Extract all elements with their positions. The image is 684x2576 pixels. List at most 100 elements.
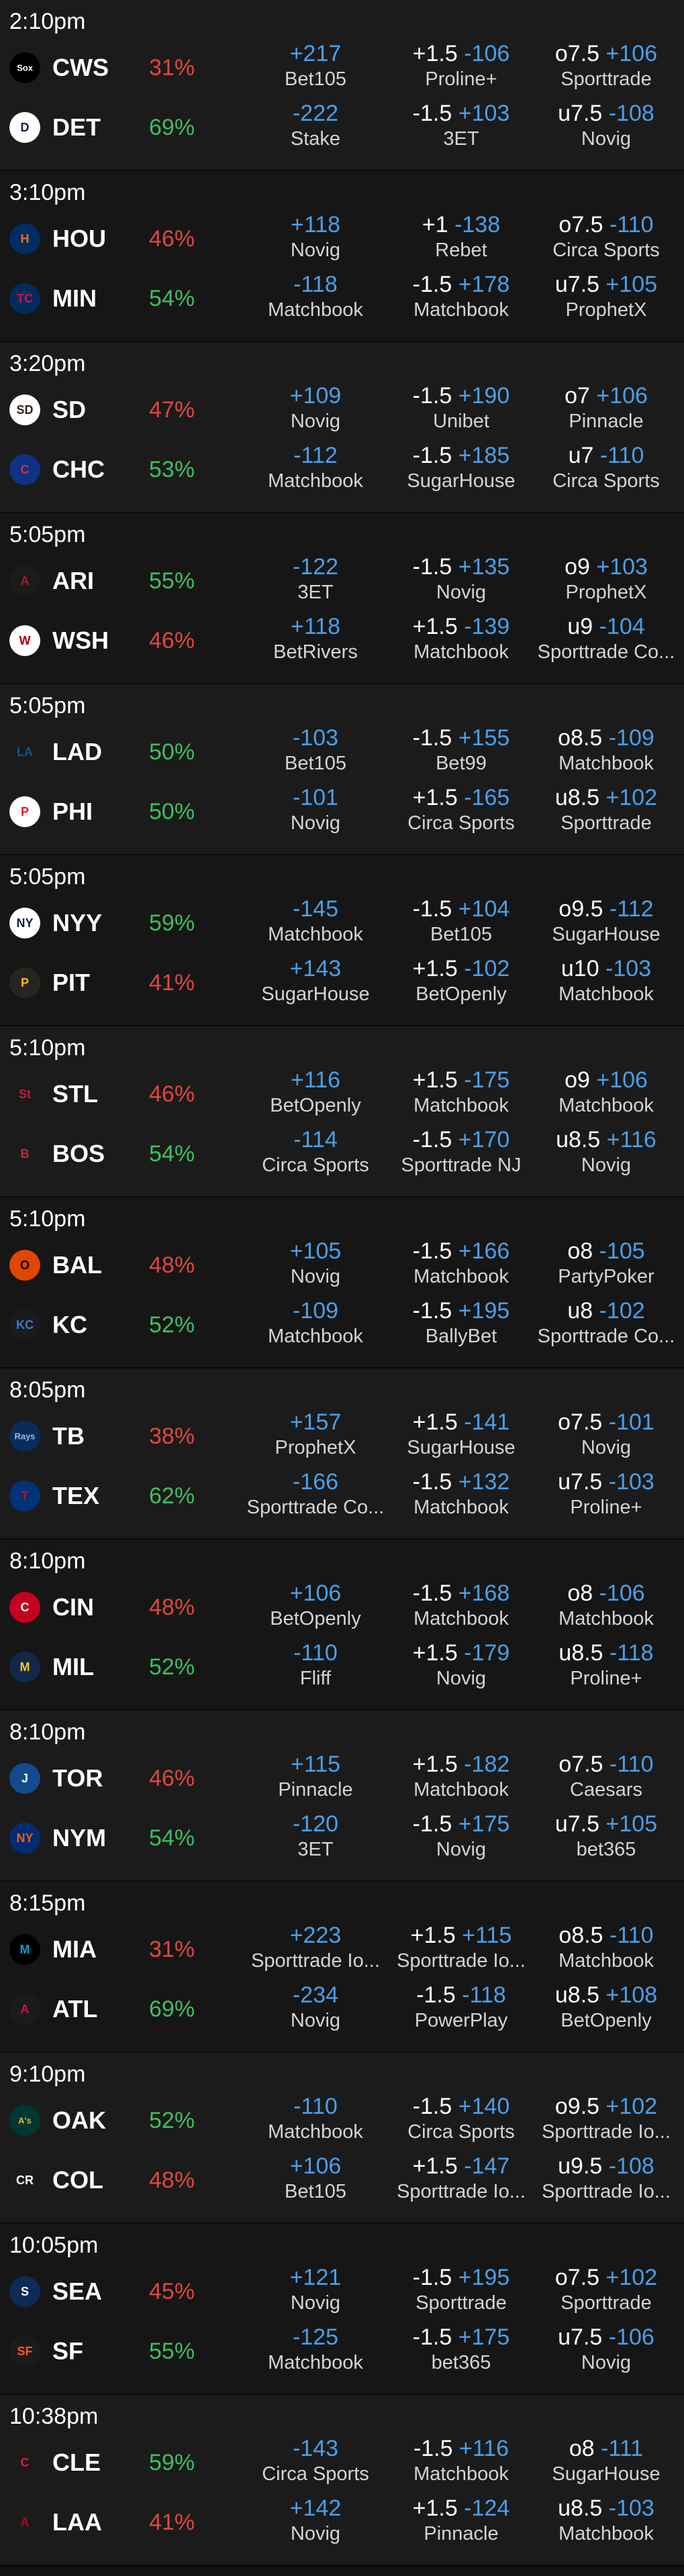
team-abbreviation[interactable]: BAL: [52, 1251, 102, 1279]
moneyline-odds-button[interactable]: +106 BetOpenly: [243, 1580, 388, 1633]
team-abbreviation[interactable]: SEA: [52, 2277, 103, 2305]
team-row[interactable]: TC MIN 54% -118 Matchbook -1.5 +178 Matc…: [0, 268, 684, 327]
game-card[interactable]: 9:10pm A's OAK 52% -110 Matchbook -1.5 +…: [0, 2053, 684, 2224]
team-abbreviation[interactable]: NYM: [52, 1824, 106, 1851]
total-odds-button[interactable]: o9.5 +102 Sporttrade Io...: [532, 2093, 681, 2147]
moneyline-odds-button[interactable]: +106 Bet105: [243, 2153, 388, 2206]
team-row[interactable]: CR COL 48% +106 Bet105 +1.5 -147 Sporttr…: [0, 2150, 684, 2209]
total-odds-button[interactable]: u8.5 +116 Novig: [532, 1126, 681, 1180]
spread-odds-button[interactable]: +1.5 -165 Circa Sports: [391, 784, 532, 838]
total-odds-button[interactable]: u8.5 -103 Matchbook: [532, 2495, 681, 2548]
total-odds-button[interactable]: u7 -110 Circa Sports: [532, 442, 681, 496]
game-card[interactable]: 3:10pm H HOU 46% +118 Novig +1 -138 Rebe…: [0, 171, 684, 342]
game-card[interactable]: 8:10pm J TOR 46% +115 Pinnacle +1.5 -182…: [0, 1711, 684, 1882]
moneyline-odds-button[interactable]: -110 Fliff: [243, 1640, 388, 1693]
team-abbreviation[interactable]: CWS: [52, 54, 109, 81]
moneyline-odds-button[interactable]: -143 Circa Sports: [243, 2435, 388, 2489]
total-odds-button[interactable]: o8.5 -110 Matchbook: [532, 1922, 681, 1976]
spread-odds-button[interactable]: -1.5 +135 Novig: [391, 553, 532, 607]
total-odds-button[interactable]: o8.5 -109 Matchbook: [532, 724, 681, 778]
team-row[interactable]: C CIN 48% +106 BetOpenly -1.5 +168 Match…: [0, 1577, 684, 1636]
team-row[interactable]: M MIA 31% +223 Sporttrade Io... +1.5 +11…: [0, 1919, 684, 1978]
team-row[interactable]: Sox CWS 31% +217 Bet105 +1.5 -106 Prolin…: [0, 38, 684, 97]
team-row[interactable]: B BOS 54% -114 Circa Sports -1.5 +170 Sp…: [0, 1124, 684, 1183]
moneyline-odds-button[interactable]: +223 Sporttrade Io...: [243, 1922, 388, 1976]
spread-odds-button[interactable]: +1.5 -124 Pinnacle: [391, 2495, 532, 2548]
spread-odds-button[interactable]: +1.5 -182 Matchbook: [391, 1751, 532, 1805]
moneyline-odds-button[interactable]: +217 Bet105: [243, 40, 388, 94]
spread-odds-button[interactable]: +1.5 -147 Sporttrade Io...: [391, 2153, 532, 2206]
team-abbreviation[interactable]: WSH: [52, 627, 109, 654]
total-odds-button[interactable]: u7.5 -106 Novig: [532, 2324, 681, 2377]
team-abbreviation[interactable]: PIT: [52, 969, 91, 996]
spread-odds-button[interactable]: -1.5 +185 SugarHouse: [391, 442, 532, 496]
game-card[interactable]: 5:05pm A ARI 55% -122 3ET -1.5 +135 Novi…: [0, 513, 684, 684]
team-abbreviation[interactable]: ARI: [52, 567, 94, 594]
moneyline-odds-button[interactable]: +142 Novig: [243, 2495, 388, 2548]
moneyline-odds-button[interactable]: +157 ProphetX: [243, 1409, 388, 1462]
team-row[interactable]: W WSH 46% +118 BetRivers +1.5 -139 Match…: [0, 610, 684, 669]
total-odds-button[interactable]: o7 +106 Pinnacle: [532, 382, 681, 436]
team-row[interactable]: A ATL 69% -234 Novig -1.5 -118 PowerPlay…: [0, 1979, 684, 2038]
spread-odds-button[interactable]: -1.5 +195 BallyBet: [391, 1297, 532, 1351]
spread-odds-button[interactable]: +1 -138 Rebet: [391, 211, 532, 265]
moneyline-odds-button[interactable]: +118 BetRivers: [243, 613, 388, 667]
spread-odds-button[interactable]: -1.5 +168 Matchbook: [391, 1580, 532, 1633]
team-abbreviation[interactable]: MIL: [52, 1653, 94, 1680]
spread-odds-button[interactable]: +1.5 -175 Matchbook: [391, 1067, 532, 1120]
spread-odds-button[interactable]: -1.5 -118 PowerPlay: [391, 1982, 532, 2035]
team-row[interactable]: LA LAD 50% -103 Bet105 -1.5 +155 Bet99 o…: [0, 722, 684, 781]
game-card[interactable]: 3:20pm SD SD 47% +109 Novig -1.5 +190 Un…: [0, 342, 684, 513]
moneyline-odds-button[interactable]: -118 Matchbook: [243, 271, 388, 325]
total-odds-button[interactable]: u8.5 -118 Proline+: [532, 1640, 681, 1693]
total-odds-button[interactable]: o7.5 +106 Sporttrade: [532, 40, 681, 94]
moneyline-odds-button[interactable]: +109 Novig: [243, 382, 388, 436]
moneyline-odds-button[interactable]: +118 Novig: [243, 211, 388, 265]
team-row[interactable]: SD SD 47% +109 Novig -1.5 +190 Unibet o7…: [0, 380, 684, 439]
spread-odds-button[interactable]: +1.5 +115 Sporttrade Io...: [391, 1922, 532, 1976]
team-abbreviation[interactable]: DET: [52, 113, 101, 141]
moneyline-odds-button[interactable]: -101 Novig: [243, 784, 388, 838]
total-odds-button[interactable]: u8.5 +108 BetOpenly: [532, 1982, 681, 2035]
spread-odds-button[interactable]: +1.5 -102 BetOpenly: [391, 955, 532, 1009]
team-abbreviation[interactable]: TEX: [52, 1482, 100, 1509]
team-row[interactable]: H HOU 46% +118 Novig +1 -138 Rebet o7.5 …: [0, 209, 684, 268]
team-row[interactable]: M MIL 52% -110 Fliff +1.5 -179 Novig u8.…: [0, 1637, 684, 1696]
team-abbreviation[interactable]: SD: [52, 396, 87, 423]
spread-odds-button[interactable]: -1.5 +104 Bet105: [391, 896, 532, 949]
team-row[interactable]: C CHC 53% -112 Matchbook -1.5 +185 Sugar…: [0, 439, 684, 498]
spread-odds-button[interactable]: -1.5 +178 Matchbook: [391, 271, 532, 325]
spread-odds-button[interactable]: -1.5 +132 Matchbook: [391, 1468, 532, 1522]
team-row[interactable]: KC KC 52% -109 Matchbook -1.5 +195 Bally…: [0, 1295, 684, 1354]
moneyline-odds-button[interactable]: -145 Matchbook: [243, 896, 388, 949]
total-odds-button[interactable]: o8 -111 SugarHouse: [532, 2435, 681, 2489]
moneyline-odds-button[interactable]: -222 Stake: [243, 100, 388, 154]
total-odds-button[interactable]: o9 +106 Matchbook: [532, 1067, 681, 1120]
team-row[interactable]: P PHI 50% -101 Novig +1.5 -165 Circa Spo…: [0, 782, 684, 841]
moneyline-odds-button[interactable]: +116 BetOpenly: [243, 1067, 388, 1120]
total-odds-button[interactable]: u9 -104 Sporttrade Co...: [532, 613, 681, 667]
team-row[interactable]: A's OAK 52% -110 Matchbook -1.5 +140 Cir…: [0, 2090, 684, 2149]
moneyline-odds-button[interactable]: -120 3ET: [243, 1811, 388, 1864]
total-odds-button[interactable]: o9 +103 ProphetX: [532, 553, 681, 607]
spread-odds-button[interactable]: -1.5 +116 Matchbook: [391, 2435, 532, 2489]
team-abbreviation[interactable]: COL: [52, 2166, 103, 2194]
total-odds-button[interactable]: u7.5 +105 ProphetX: [532, 271, 681, 325]
total-odds-button[interactable]: u7.5 +105 bet365: [532, 1811, 681, 1864]
team-abbreviation[interactable]: STL: [52, 1080, 98, 1108]
total-odds-button[interactable]: o7.5 -110 Caesars: [532, 1751, 681, 1805]
team-row[interactable]: P PIT 41% +143 SugarHouse +1.5 -102 BetO…: [0, 953, 684, 1012]
team-abbreviation[interactable]: MIA: [52, 1935, 97, 1963]
total-odds-button[interactable]: u7.5 -108 Novig: [532, 100, 681, 154]
team-row[interactable]: D DET 69% -222 Stake -1.5 +103 3ET u7.5 …: [0, 97, 684, 156]
spread-odds-button[interactable]: +1.5 -106 Proline+: [391, 40, 532, 94]
game-card[interactable]: 8:15pm M MIA 31% +223 Sporttrade Io... +…: [0, 1882, 684, 2053]
spread-odds-button[interactable]: -1.5 +170 Sporttrade NJ: [391, 1126, 532, 1180]
total-odds-button[interactable]: u7.5 -103 Proline+: [532, 1468, 681, 1522]
moneyline-odds-button[interactable]: -234 Novig: [243, 1982, 388, 2035]
game-card[interactable]: 10:38pm C CLE 59% -143 Circa Sports -1.5…: [0, 2395, 684, 2566]
team-row[interactable]: St STL 46% +116 BetOpenly +1.5 -175 Matc…: [0, 1064, 684, 1123]
team-abbreviation[interactable]: LAA: [52, 2508, 102, 2536]
game-card[interactable]: 5:10pm O BAL 48% +105 Novig -1.5 +166 Ma…: [0, 1197, 684, 1368]
spread-odds-button[interactable]: -1.5 +195 Sporttrade: [391, 2264, 532, 2318]
